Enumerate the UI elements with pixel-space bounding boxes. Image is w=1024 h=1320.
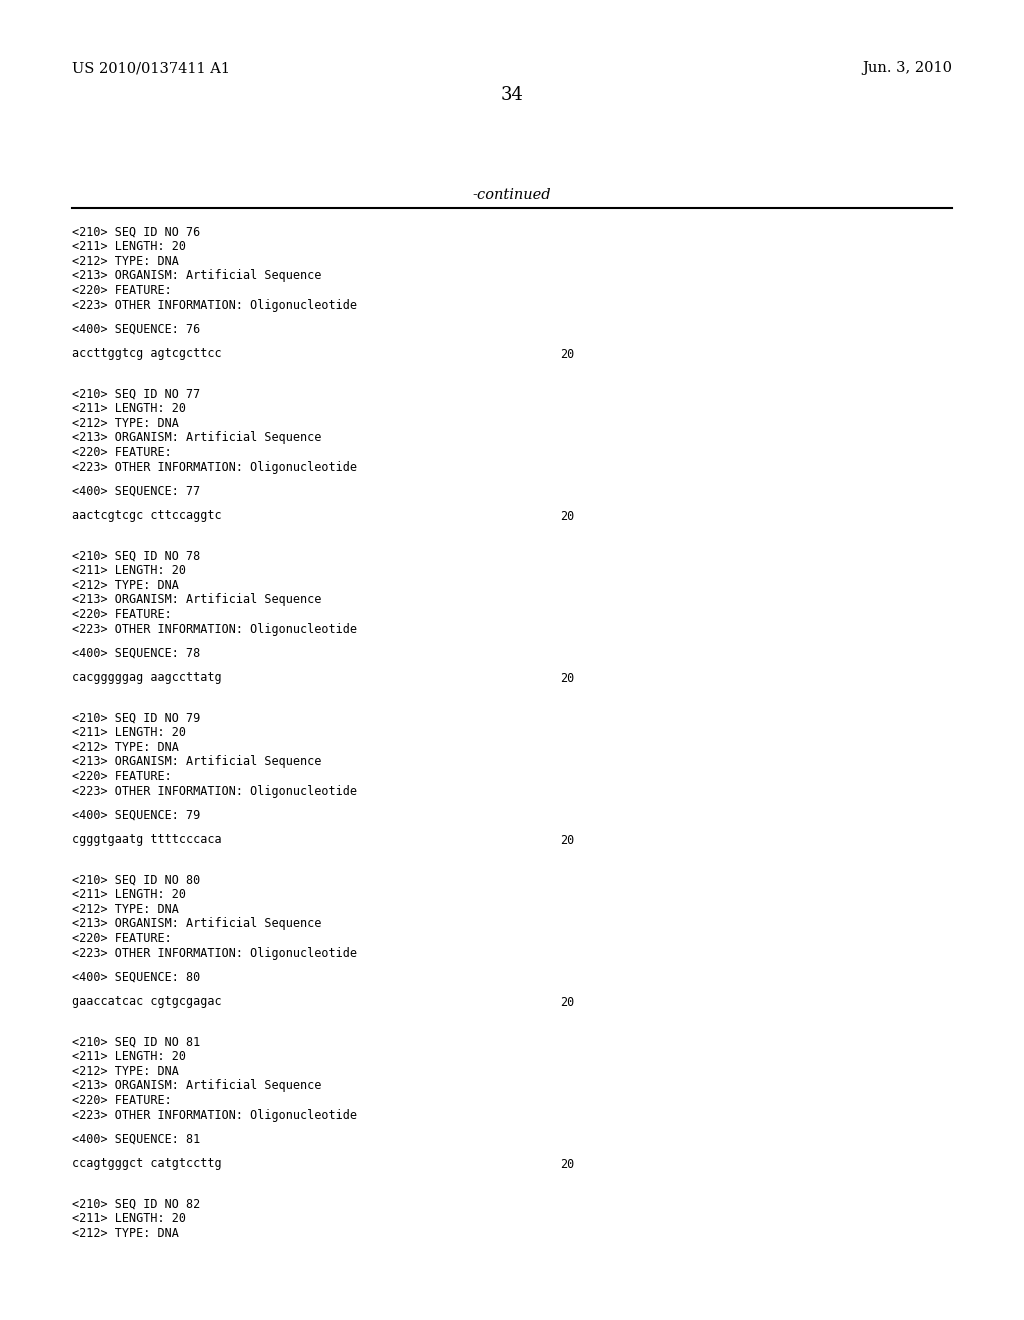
Text: -continued: -continued — [473, 187, 551, 202]
Text: gaaccatcac cgtgcgagac: gaaccatcac cgtgcgagac — [72, 995, 221, 1008]
Text: 20: 20 — [560, 1158, 574, 1171]
Text: <211> LENGTH: 20: <211> LENGTH: 20 — [72, 1051, 186, 1064]
Text: <223> OTHER INFORMATION: Oligonucleotide: <223> OTHER INFORMATION: Oligonucleotide — [72, 1109, 357, 1122]
Text: <220> FEATURE:: <220> FEATURE: — [72, 446, 172, 459]
Text: <400> SEQUENCE: 81: <400> SEQUENCE: 81 — [72, 1133, 201, 1146]
Text: US 2010/0137411 A1: US 2010/0137411 A1 — [72, 61, 230, 75]
Text: 20: 20 — [560, 510, 574, 523]
Text: 20: 20 — [560, 995, 574, 1008]
Text: <210> SEQ ID NO 82: <210> SEQ ID NO 82 — [72, 1199, 201, 1210]
Text: <212> TYPE: DNA: <212> TYPE: DNA — [72, 417, 179, 430]
Text: <213> ORGANISM: Artificial Sequence: <213> ORGANISM: Artificial Sequence — [72, 269, 322, 282]
Text: <213> ORGANISM: Artificial Sequence: <213> ORGANISM: Artificial Sequence — [72, 1080, 322, 1093]
Text: <223> OTHER INFORMATION: Oligonucleotide: <223> OTHER INFORMATION: Oligonucleotide — [72, 461, 357, 474]
Text: <213> ORGANISM: Artificial Sequence: <213> ORGANISM: Artificial Sequence — [72, 755, 322, 768]
Text: aactcgtcgc cttccaggtc: aactcgtcgc cttccaggtc — [72, 510, 221, 523]
Text: <213> ORGANISM: Artificial Sequence: <213> ORGANISM: Artificial Sequence — [72, 432, 322, 445]
Text: <212> TYPE: DNA: <212> TYPE: DNA — [72, 741, 179, 754]
Text: <223> OTHER INFORMATION: Oligonucleotide: <223> OTHER INFORMATION: Oligonucleotide — [72, 946, 357, 960]
Text: <213> ORGANISM: Artificial Sequence: <213> ORGANISM: Artificial Sequence — [72, 917, 322, 931]
Text: <223> OTHER INFORMATION: Oligonucleotide: <223> OTHER INFORMATION: Oligonucleotide — [72, 623, 357, 635]
Text: <211> LENGTH: 20: <211> LENGTH: 20 — [72, 1213, 186, 1225]
Text: <210> SEQ ID NO 77: <210> SEQ ID NO 77 — [72, 388, 201, 401]
Text: <212> TYPE: DNA: <212> TYPE: DNA — [72, 1065, 179, 1078]
Text: 20: 20 — [560, 347, 574, 360]
Text: <212> TYPE: DNA: <212> TYPE: DNA — [72, 255, 179, 268]
Text: ccagtgggct catgtccttg: ccagtgggct catgtccttg — [72, 1158, 221, 1171]
Text: <220> FEATURE:: <220> FEATURE: — [72, 770, 172, 783]
Text: <210> SEQ ID NO 81: <210> SEQ ID NO 81 — [72, 1036, 201, 1049]
Text: <400> SEQUENCE: 79: <400> SEQUENCE: 79 — [72, 809, 201, 822]
Text: <213> ORGANISM: Artificial Sequence: <213> ORGANISM: Artificial Sequence — [72, 594, 322, 606]
Text: 20: 20 — [560, 833, 574, 846]
Text: <212> TYPE: DNA: <212> TYPE: DNA — [72, 1228, 179, 1239]
Text: <210> SEQ ID NO 80: <210> SEQ ID NO 80 — [72, 874, 201, 887]
Text: <400> SEQUENCE: 77: <400> SEQUENCE: 77 — [72, 484, 201, 498]
Text: 20: 20 — [560, 672, 574, 685]
Text: <211> LENGTH: 20: <211> LENGTH: 20 — [72, 403, 186, 416]
Text: <212> TYPE: DNA: <212> TYPE: DNA — [72, 903, 179, 916]
Text: <220> FEATURE:: <220> FEATURE: — [72, 932, 172, 945]
Text: <211> LENGTH: 20: <211> LENGTH: 20 — [72, 726, 186, 739]
Text: accttggtcg agtcgcttcc: accttggtcg agtcgcttcc — [72, 347, 221, 360]
Text: <400> SEQUENCE: 78: <400> SEQUENCE: 78 — [72, 647, 201, 660]
Text: <220> FEATURE:: <220> FEATURE: — [72, 609, 172, 620]
Text: <223> OTHER INFORMATION: Oligonucleotide: <223> OTHER INFORMATION: Oligonucleotide — [72, 784, 357, 797]
Text: cacgggggag aagccttatg: cacgggggag aagccttatg — [72, 672, 221, 685]
Text: <400> SEQUENCE: 80: <400> SEQUENCE: 80 — [72, 972, 201, 983]
Text: <220> FEATURE:: <220> FEATURE: — [72, 1094, 172, 1107]
Text: <400> SEQUENCE: 76: <400> SEQUENCE: 76 — [72, 323, 201, 337]
Text: <223> OTHER INFORMATION: Oligonucleotide: <223> OTHER INFORMATION: Oligonucleotide — [72, 298, 357, 312]
Text: <212> TYPE: DNA: <212> TYPE: DNA — [72, 579, 179, 591]
Text: <210> SEQ ID NO 76: <210> SEQ ID NO 76 — [72, 226, 201, 239]
Text: cgggtgaatg ttttcccaca: cgggtgaatg ttttcccaca — [72, 833, 221, 846]
Text: <211> LENGTH: 20: <211> LENGTH: 20 — [72, 240, 186, 253]
Text: <210> SEQ ID NO 79: <210> SEQ ID NO 79 — [72, 711, 201, 725]
Text: <220> FEATURE:: <220> FEATURE: — [72, 284, 172, 297]
Text: Jun. 3, 2010: Jun. 3, 2010 — [862, 61, 952, 75]
Text: <210> SEQ ID NO 78: <210> SEQ ID NO 78 — [72, 550, 201, 564]
Text: <211> LENGTH: 20: <211> LENGTH: 20 — [72, 565, 186, 578]
Text: <211> LENGTH: 20: <211> LENGTH: 20 — [72, 888, 186, 902]
Text: 34: 34 — [501, 86, 523, 104]
